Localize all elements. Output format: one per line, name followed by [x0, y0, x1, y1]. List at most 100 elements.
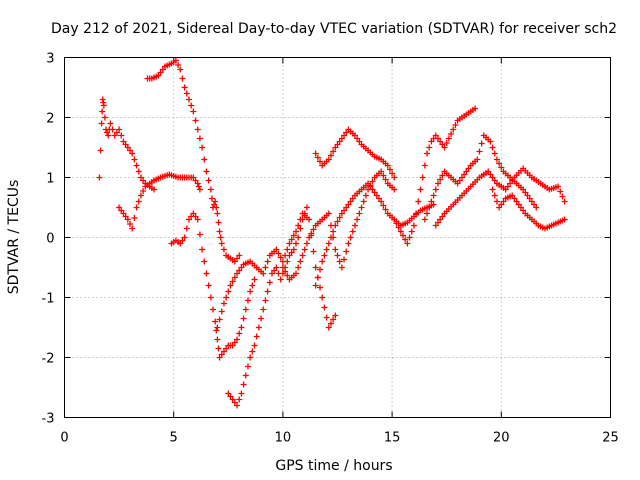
- data-point: [207, 294, 214, 301]
- data-point: [212, 198, 219, 205]
- data-point: [489, 144, 496, 151]
- data-point: [129, 225, 136, 232]
- data-point: [227, 282, 234, 289]
- data-point: [213, 204, 220, 211]
- data-point: [234, 336, 241, 343]
- data-points: [96, 57, 568, 409]
- data-point: [116, 126, 123, 133]
- data-point: [229, 278, 236, 285]
- data-point: [301, 246, 308, 253]
- data-point: [382, 206, 389, 213]
- data-point: [391, 186, 398, 193]
- grid-lines: [64, 57, 611, 418]
- data-point: [410, 222, 417, 229]
- data-point: [330, 228, 337, 235]
- data-point: [491, 192, 498, 199]
- data-point: [295, 234, 302, 241]
- data-point: [332, 312, 339, 319]
- data-point: [290, 246, 297, 253]
- data-point: [450, 126, 457, 133]
- data-point: [327, 320, 334, 327]
- data-point: [419, 174, 426, 181]
- data-point: [175, 62, 182, 68]
- data-point: [238, 324, 245, 331]
- data-point: [330, 148, 337, 155]
- data-point: [472, 105, 479, 112]
- data-point: [279, 258, 286, 265]
- data-point: [496, 160, 503, 167]
- data-point: [213, 327, 220, 334]
- data-point: [277, 276, 284, 283]
- y-tick-label: -2: [42, 352, 55, 367]
- data-point: [215, 219, 222, 226]
- data-point: [133, 162, 140, 169]
- data-point: [417, 186, 424, 193]
- data-point: [127, 221, 134, 227]
- data-point: [194, 216, 201, 223]
- data-point: [317, 158, 324, 165]
- data-point: [299, 252, 306, 259]
- data-point: [210, 306, 217, 313]
- data-point: [181, 84, 188, 91]
- data-point: [216, 228, 223, 235]
- data-point: [303, 204, 310, 211]
- data-point: [362, 192, 369, 199]
- data-point: [557, 188, 564, 195]
- data-point: [201, 258, 208, 265]
- data-point: [397, 228, 404, 235]
- y-axis-label: SDTVAR / TECUs: [6, 180, 22, 295]
- data-point: [312, 264, 319, 271]
- data-point: [247, 354, 254, 361]
- data-point: [327, 152, 334, 159]
- data-point: [424, 210, 431, 217]
- data-point: [220, 246, 227, 253]
- data-point: [445, 135, 452, 142]
- data-point: [380, 172, 387, 179]
- data-point: [196, 135, 203, 142]
- data-point: [260, 306, 267, 313]
- data-point: [273, 264, 280, 271]
- data-point: [231, 274, 238, 281]
- data-point: [293, 270, 300, 277]
- data-point: [275, 250, 282, 257]
- data-point: [332, 222, 339, 229]
- data-point: [428, 198, 435, 205]
- data-point: [258, 315, 265, 322]
- data-point: [439, 172, 446, 179]
- data-point: [129, 150, 136, 157]
- data-point: [214, 336, 221, 343]
- data-point: [476, 148, 483, 155]
- data-point: [332, 246, 339, 253]
- data-point: [131, 215, 138, 221]
- x-tick-label: 0: [60, 431, 68, 446]
- data-point: [478, 140, 485, 147]
- data-point: [151, 186, 158, 193]
- data-point: [400, 232, 407, 239]
- data-point: [240, 315, 247, 322]
- data-point: [177, 66, 184, 73]
- data-point: [452, 122, 459, 128]
- data-point: [325, 324, 332, 331]
- data-point: [192, 117, 199, 124]
- data-point: [238, 390, 245, 397]
- data-point: [293, 240, 300, 247]
- data-point: [181, 234, 188, 241]
- data-point: [341, 256, 348, 263]
- data-point: [382, 176, 389, 183]
- data-point: [330, 316, 337, 323]
- data-point: [279, 264, 286, 271]
- data-point: [217, 234, 224, 241]
- data-point: [319, 258, 326, 265]
- data-point: [321, 252, 328, 259]
- data-point: [380, 202, 387, 209]
- data-point: [395, 224, 402, 231]
- data-point: [325, 210, 332, 217]
- data-point: [384, 162, 391, 169]
- data-point: [105, 132, 112, 139]
- data-point: [234, 402, 241, 409]
- x-tick-label: 20: [493, 431, 510, 446]
- data-point: [336, 214, 343, 221]
- data-point: [236, 330, 243, 337]
- data-point: [402, 236, 409, 243]
- data-point: [236, 396, 243, 403]
